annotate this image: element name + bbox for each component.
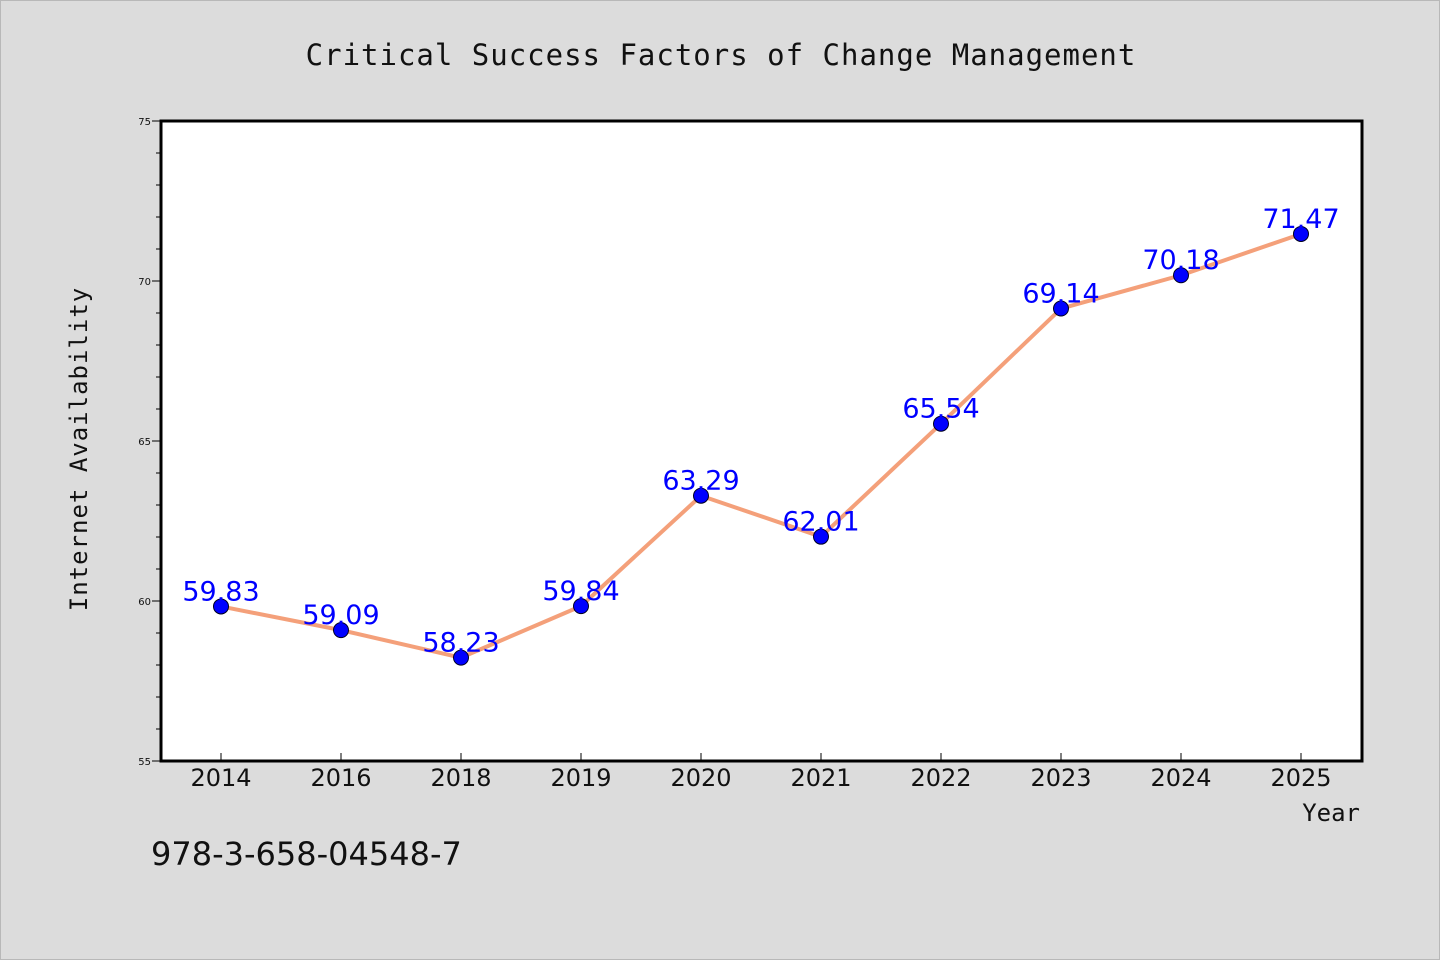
data-point bbox=[933, 415, 949, 432]
data-label: 59.84 bbox=[542, 576, 619, 607]
data-point bbox=[693, 487, 709, 504]
x-axis: 2014 2016 2018 2019 2020 2021 2022 2023 2024 2025 bbox=[190, 753, 1332, 792]
series-marker-group bbox=[213, 225, 1309, 666]
y-tick-label: 55 bbox=[138, 757, 151, 768]
series-line bbox=[219, 231, 1303, 660]
y-axis-label: Internet Availability bbox=[65, 287, 93, 611]
data-label: 65.54 bbox=[902, 394, 979, 425]
y-tick-label: 65 bbox=[138, 437, 151, 448]
x-tick-label: 2022 bbox=[910, 764, 971, 792]
data-point bbox=[1173, 267, 1189, 284]
x-tick-label: 2014 bbox=[190, 764, 251, 792]
data-label: 71.47 bbox=[1262, 204, 1339, 235]
x-axis-label: Year bbox=[1302, 799, 1360, 827]
data-label: 59.83 bbox=[182, 576, 259, 607]
data-point bbox=[213, 598, 229, 615]
data-label: 63.29 bbox=[662, 466, 739, 497]
data-point bbox=[813, 528, 829, 545]
data-label-group: 59.83 59.09 58.23 59.84 63.29 62.01 65.54 69.14… bbox=[182, 204, 1339, 659]
data-point bbox=[573, 598, 589, 615]
x-tick-label: 2025 bbox=[1270, 764, 1331, 792]
x-tick-label: 2020 bbox=[670, 764, 731, 792]
y-tick-label: 60 bbox=[138, 597, 151, 608]
data-label: 58.23 bbox=[422, 628, 499, 659]
y-axis: 55 60 65 70 75 bbox=[138, 117, 161, 768]
x-tick-label: 2024 bbox=[1150, 764, 1211, 792]
data-label: 59.09 bbox=[302, 600, 379, 631]
data-label: 70.18 bbox=[1142, 245, 1219, 276]
chart-title: Critical Success Factors of Change Manag… bbox=[306, 38, 1137, 72]
data-label: 62.01 bbox=[782, 507, 859, 538]
x-tick-label: 2018 bbox=[430, 764, 491, 792]
x-tick-label: 2019 bbox=[550, 764, 611, 792]
footer-code: 978-3-658-04548-7 bbox=[151, 835, 462, 873]
y-tick-label: 75 bbox=[138, 117, 151, 128]
series-line-group bbox=[219, 231, 1303, 660]
data-point bbox=[333, 622, 349, 639]
plot-area bbox=[159, 119, 1364, 763]
data-label: 69.14 bbox=[1022, 279, 1099, 310]
data-point bbox=[453, 649, 469, 666]
x-tick-label: 2023 bbox=[1030, 764, 1091, 792]
x-tick-label: 2016 bbox=[310, 764, 371, 792]
data-point bbox=[1053, 300, 1069, 317]
data-point bbox=[1293, 225, 1309, 242]
x-tick-label: 2021 bbox=[790, 764, 851, 792]
y-tick-label: 70 bbox=[138, 277, 151, 288]
